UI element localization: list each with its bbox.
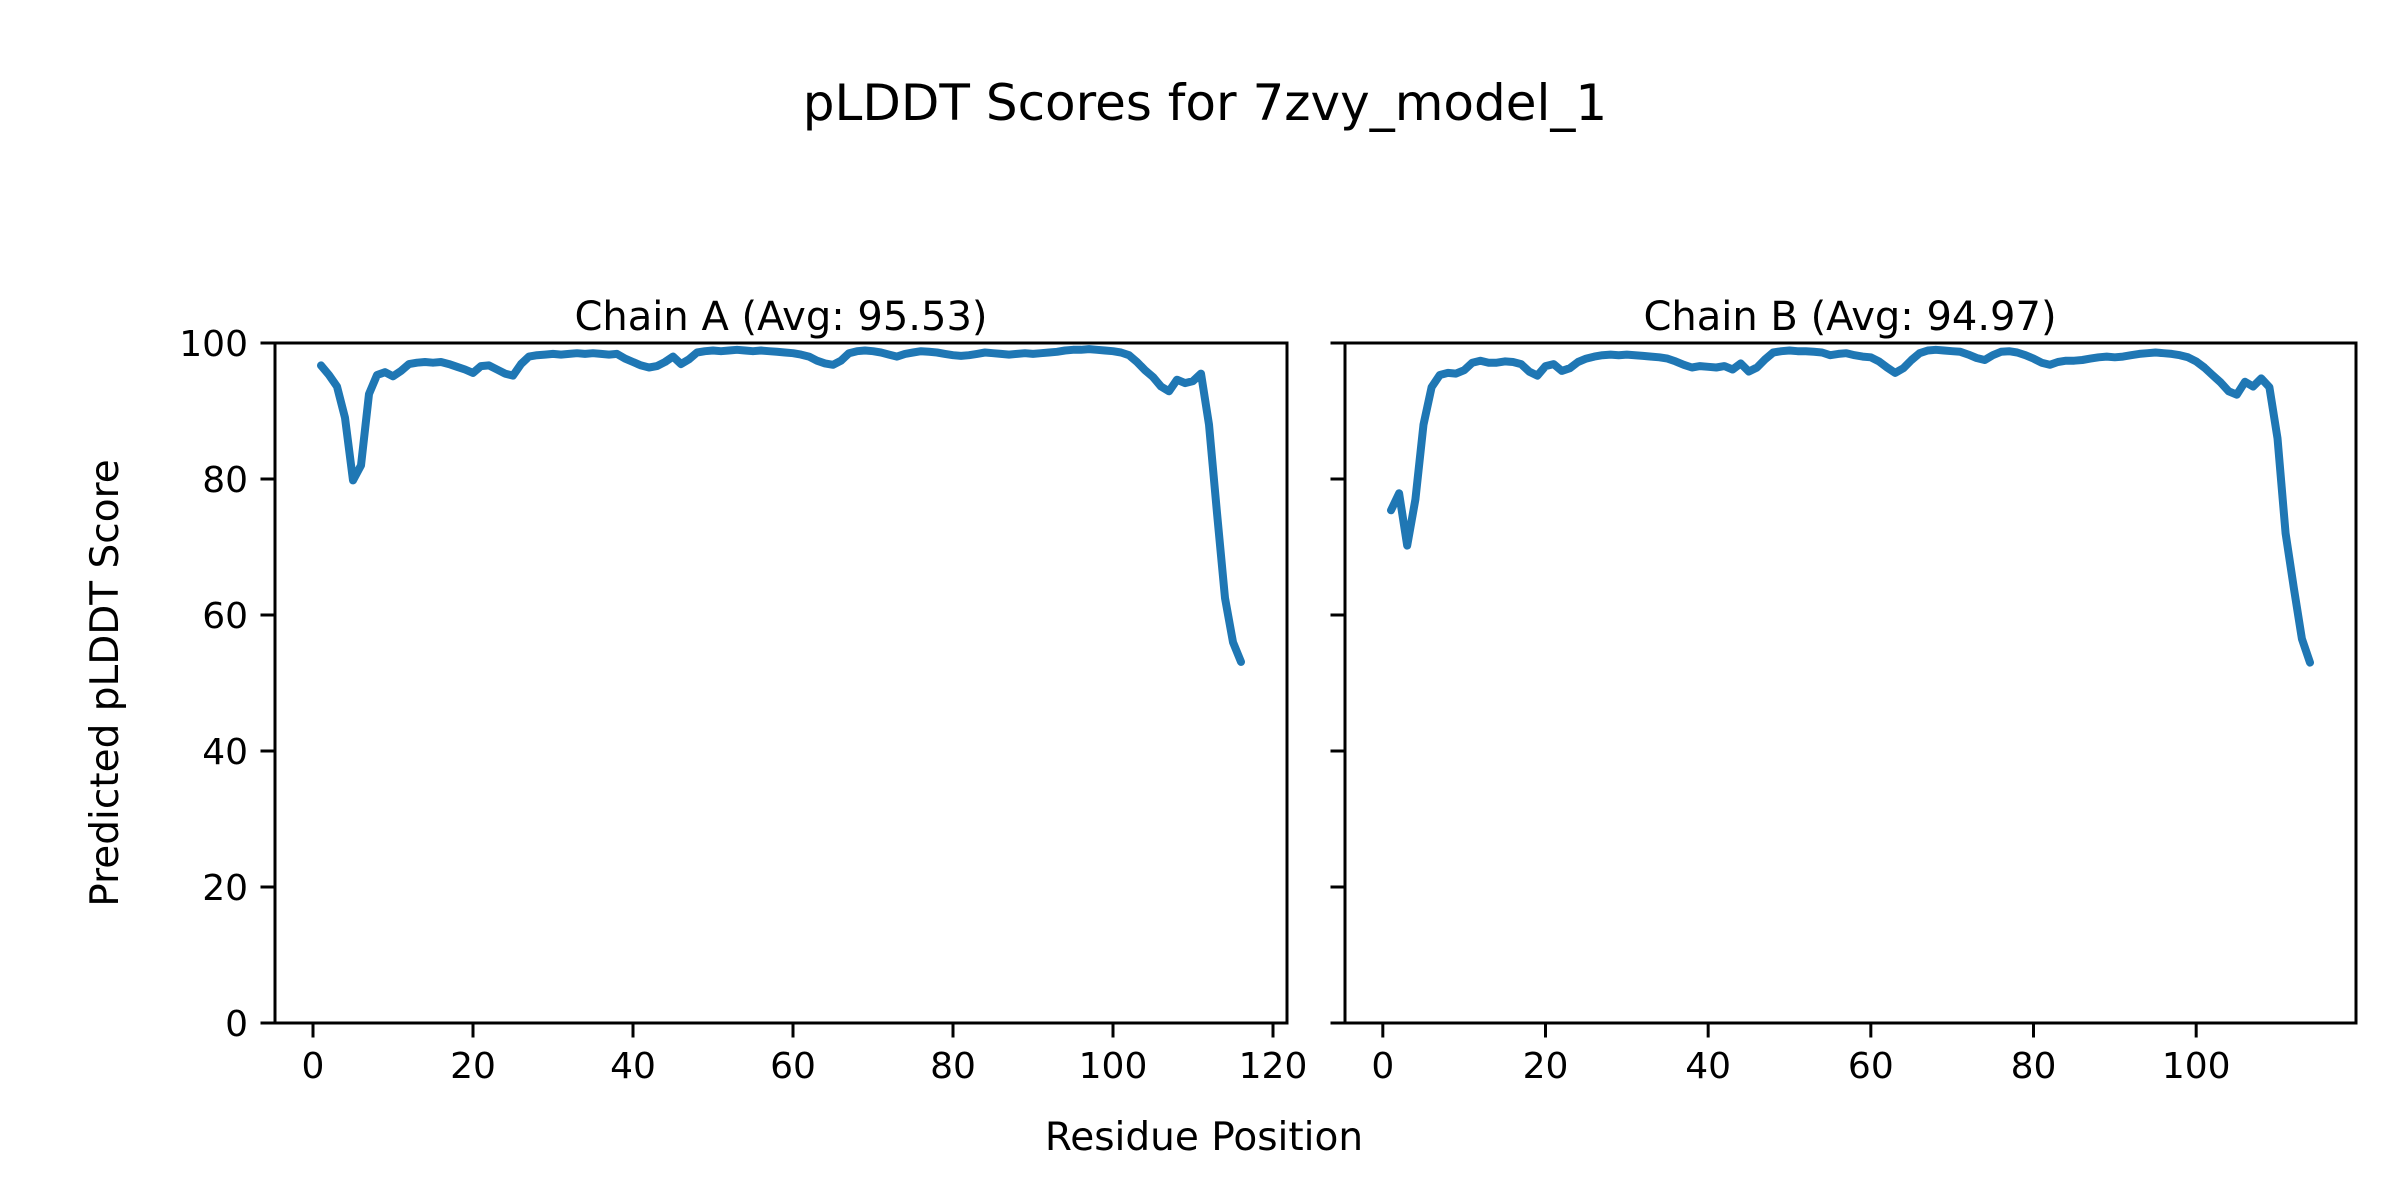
- x-tick-label: 60: [1848, 1046, 1894, 1087]
- x-tick-label: 80: [930, 1046, 976, 1087]
- chain-b-axes: 0 20 40 60 80 100: [1330, 341, 2358, 1087]
- chain-b-subplot-title: Chain B (Avg: 94.97): [1643, 294, 2056, 340]
- x-tick-label: 120: [1239, 1046, 1308, 1087]
- y-axis-label: Predicted pLDDT Score: [83, 459, 128, 906]
- x-tick-label: 100: [2162, 1046, 2231, 1087]
- y-tick-label: 100: [179, 324, 248, 365]
- x-tick-label: 0: [302, 1046, 325, 1087]
- y-tick-label: 60: [202, 596, 248, 637]
- x-tick-label: 60: [770, 1046, 816, 1087]
- axes-frame: [273, 341, 1289, 1025]
- x-tick-label: 80: [2011, 1046, 2057, 1087]
- chain-a-axes: 0 20 40 60 80 100 120 0 20 40 60 80 100: [179, 324, 1307, 1087]
- x-tick-label: 100: [1079, 1046, 1148, 1087]
- y-tick-label: 40: [202, 732, 248, 773]
- y-tick-label: 80: [202, 460, 248, 501]
- y-tick-label: 0: [225, 1004, 248, 1045]
- y-tick-label: 20: [202, 868, 248, 909]
- figure-title: pLDDT Scores for 7zvy_model_1: [803, 74, 1607, 132]
- plddt-line-chain-a: [317, 345, 1245, 666]
- plddt-line-chain-b: [1387, 345, 2314, 667]
- x-tick-label: 20: [450, 1046, 496, 1087]
- x-axis-label: Residue Position: [1045, 1115, 1363, 1160]
- chain-a-subplot-title: Chain A (Avg: 95.53): [574, 294, 987, 340]
- x-tick-label: 40: [610, 1046, 656, 1087]
- x-tick-label: 20: [1523, 1046, 1569, 1087]
- x-tick-label: 0: [1371, 1046, 1394, 1087]
- axes-frame: [1343, 341, 2358, 1025]
- x-tick-label: 40: [1685, 1046, 1731, 1087]
